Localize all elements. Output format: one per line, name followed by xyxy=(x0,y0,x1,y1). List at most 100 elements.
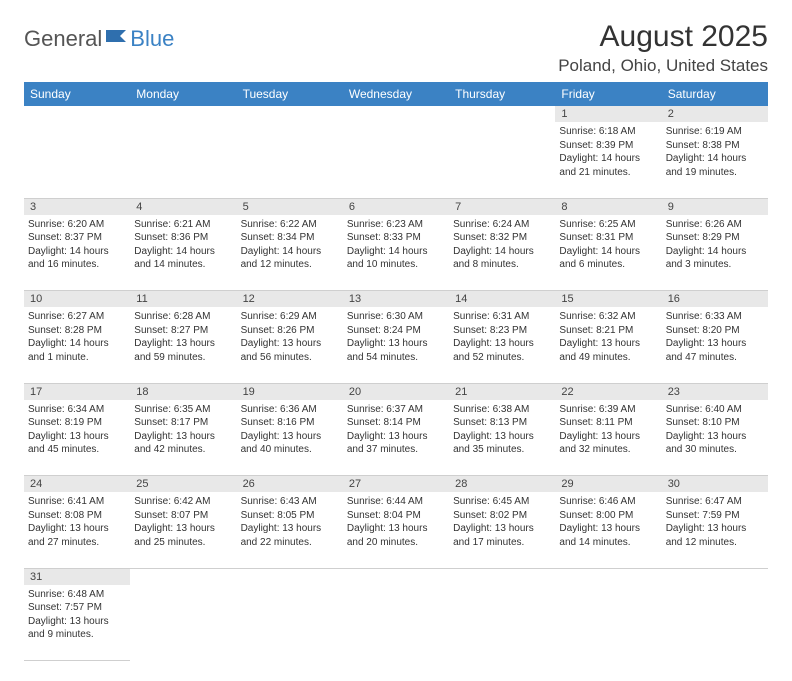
daylight-text: and 45 minutes. xyxy=(28,443,126,457)
day-number: 7 xyxy=(449,198,555,215)
day-content-row: Sunrise: 6:18 AMSunset: 8:39 PMDaylight:… xyxy=(24,122,768,198)
sunset-text: Sunset: 8:38 PM xyxy=(666,139,764,153)
sunrise-text: Sunrise: 6:29 AM xyxy=(241,310,339,324)
daylight-text: Daylight: 14 hours xyxy=(559,245,657,259)
day-number: 21 xyxy=(449,383,555,400)
daylight-text: and 54 minutes. xyxy=(347,351,445,365)
day-cell: Sunrise: 6:32 AMSunset: 8:21 PMDaylight:… xyxy=(555,307,661,383)
logo-text-blue: Blue xyxy=(130,26,174,52)
day-number xyxy=(449,106,555,122)
sunset-text: Sunset: 7:57 PM xyxy=(28,601,126,615)
daylight-text: Daylight: 14 hours xyxy=(347,245,445,259)
sunrise-text: Sunrise: 6:18 AM xyxy=(559,125,657,139)
sunrise-text: Sunrise: 6:34 AM xyxy=(28,403,126,417)
weekday-header: Friday xyxy=(555,82,661,106)
day-number-row: 31 xyxy=(24,568,768,585)
day-number: 24 xyxy=(24,476,130,493)
daylight-text: Daylight: 13 hours xyxy=(347,430,445,444)
daylight-text: Daylight: 13 hours xyxy=(666,522,764,536)
daylight-text: Daylight: 13 hours xyxy=(241,337,339,351)
day-cell: Sunrise: 6:25 AMSunset: 8:31 PMDaylight:… xyxy=(555,215,661,291)
day-cell: Sunrise: 6:33 AMSunset: 8:20 PMDaylight:… xyxy=(662,307,768,383)
daylight-text: Daylight: 14 hours xyxy=(453,245,551,259)
day-number: 26 xyxy=(237,476,343,493)
flag-icon xyxy=(106,28,128,44)
daylight-text: and 52 minutes. xyxy=(453,351,551,365)
daylight-text: Daylight: 14 hours xyxy=(241,245,339,259)
day-number: 9 xyxy=(662,198,768,215)
sunrise-text: Sunrise: 6:45 AM xyxy=(453,495,551,509)
daylight-text: and 25 minutes. xyxy=(134,536,232,550)
day-cell: Sunrise: 6:41 AMSunset: 8:08 PMDaylight:… xyxy=(24,492,130,568)
day-cell: Sunrise: 6:28 AMSunset: 8:27 PMDaylight:… xyxy=(130,307,236,383)
day-cell: Sunrise: 6:40 AMSunset: 8:10 PMDaylight:… xyxy=(662,400,768,476)
daylight-text: and 37 minutes. xyxy=(347,443,445,457)
day-cell: Sunrise: 6:48 AMSunset: 7:57 PMDaylight:… xyxy=(24,585,130,661)
daylight-text: Daylight: 13 hours xyxy=(134,430,232,444)
sunrise-text: Sunrise: 6:35 AM xyxy=(134,403,232,417)
daylight-text: and 14 minutes. xyxy=(559,536,657,550)
sunrise-text: Sunrise: 6:36 AM xyxy=(241,403,339,417)
day-cell xyxy=(130,585,236,661)
day-cell: Sunrise: 6:35 AMSunset: 8:17 PMDaylight:… xyxy=(130,400,236,476)
day-cell: Sunrise: 6:34 AMSunset: 8:19 PMDaylight:… xyxy=(24,400,130,476)
day-number: 17 xyxy=(24,383,130,400)
day-number: 19 xyxy=(237,383,343,400)
weekday-header: Saturday xyxy=(662,82,768,106)
sunset-text: Sunset: 8:11 PM xyxy=(559,416,657,430)
day-cell: Sunrise: 6:21 AMSunset: 8:36 PMDaylight:… xyxy=(130,215,236,291)
day-number-row: 12 xyxy=(24,106,768,122)
daylight-text: Daylight: 13 hours xyxy=(28,522,126,536)
daylight-text: and 21 minutes. xyxy=(559,166,657,180)
day-number: 13 xyxy=(343,291,449,308)
day-cell xyxy=(343,122,449,198)
sunset-text: Sunset: 8:24 PM xyxy=(347,324,445,338)
sunrise-text: Sunrise: 6:48 AM xyxy=(28,588,126,602)
daylight-text: Daylight: 14 hours xyxy=(666,152,764,166)
day-number: 22 xyxy=(555,383,661,400)
day-number xyxy=(343,568,449,585)
day-number: 30 xyxy=(662,476,768,493)
daylight-text: and 42 minutes. xyxy=(134,443,232,457)
sunrise-text: Sunrise: 6:19 AM xyxy=(666,125,764,139)
daylight-text: Daylight: 14 hours xyxy=(559,152,657,166)
daylight-text: Daylight: 13 hours xyxy=(347,522,445,536)
daylight-text: Daylight: 13 hours xyxy=(559,522,657,536)
title-block: August 2025 Poland, Ohio, United States xyxy=(558,20,768,76)
daylight-text: and 27 minutes. xyxy=(28,536,126,550)
daylight-text: Daylight: 13 hours xyxy=(241,522,339,536)
sunset-text: Sunset: 8:33 PM xyxy=(347,231,445,245)
daylight-text: and 17 minutes. xyxy=(453,536,551,550)
sunset-text: Sunset: 8:27 PM xyxy=(134,324,232,338)
day-number: 31 xyxy=(24,568,130,585)
header: General Blue August 2025 Poland, Ohio, U… xyxy=(24,20,768,76)
daylight-text: Daylight: 13 hours xyxy=(241,430,339,444)
day-number xyxy=(343,106,449,122)
day-number xyxy=(555,568,661,585)
sunset-text: Sunset: 8:07 PM xyxy=(134,509,232,523)
daylight-text: and 14 minutes. xyxy=(134,258,232,272)
day-number xyxy=(237,568,343,585)
daylight-text: and 3 minutes. xyxy=(666,258,764,272)
sunrise-text: Sunrise: 6:40 AM xyxy=(666,403,764,417)
day-number: 28 xyxy=(449,476,555,493)
day-number-row: 24252627282930 xyxy=(24,476,768,493)
logo-text-general: General xyxy=(24,26,102,52)
day-cell xyxy=(130,122,236,198)
daylight-text: and 56 minutes. xyxy=(241,351,339,365)
day-content-row: Sunrise: 6:41 AMSunset: 8:08 PMDaylight:… xyxy=(24,492,768,568)
sunset-text: Sunset: 8:02 PM xyxy=(453,509,551,523)
daylight-text: Daylight: 13 hours xyxy=(347,337,445,351)
sunset-text: Sunset: 8:13 PM xyxy=(453,416,551,430)
day-number: 11 xyxy=(130,291,236,308)
sunset-text: Sunset: 8:37 PM xyxy=(28,231,126,245)
daylight-text: and 47 minutes. xyxy=(666,351,764,365)
calendar-page: General Blue August 2025 Poland, Ohio, U… xyxy=(0,0,792,681)
daylight-text: and 19 minutes. xyxy=(666,166,764,180)
day-cell: Sunrise: 6:30 AMSunset: 8:24 PMDaylight:… xyxy=(343,307,449,383)
day-cell: Sunrise: 6:47 AMSunset: 7:59 PMDaylight:… xyxy=(662,492,768,568)
day-cell: Sunrise: 6:43 AMSunset: 8:05 PMDaylight:… xyxy=(237,492,343,568)
day-cell: Sunrise: 6:44 AMSunset: 8:04 PMDaylight:… xyxy=(343,492,449,568)
day-number: 2 xyxy=(662,106,768,122)
daylight-text: Daylight: 13 hours xyxy=(666,337,764,351)
